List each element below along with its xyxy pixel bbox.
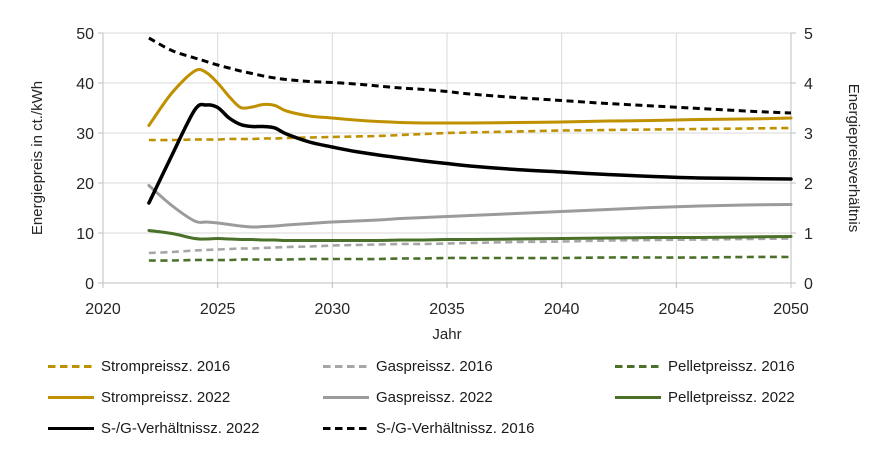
legend-label: Gaspreissz. 2016 [376,358,493,375]
chart-legend: Strompreissz. 2016 Gaspreissz. 2016 Pell… [0,351,872,444]
legend-label: Strompreissz. 2022 [101,389,231,406]
x-tick-label: 2025 [200,301,236,318]
legend-item-strompreissz-2016: Strompreissz. 2016 [48,358,323,375]
x-tick-label: 2020 [85,301,121,318]
y-right-tick-label: 4 [804,76,813,93]
line-pelletpreissz-2016 [148,255,792,262]
line-strompreissz-2022 [147,67,793,127]
legend-label: Gaspreissz. 2022 [376,389,493,406]
legend-item-pelletpreissz-2016: Pelletpreissz. 2016 [615,358,872,375]
y-right-tick-label: 3 [804,126,813,143]
dashed-line-swatch-black [323,427,369,430]
line-s-g-verh-ltnissz-2022 [147,102,793,205]
line-strompreissz-2016 [148,126,792,142]
dashed-line-swatch-green [615,365,661,368]
line-gaspreissz-2022 [147,184,793,229]
y-left-tick-label: 20 [76,176,94,193]
x-tick-label: 2035 [429,301,465,318]
line-s-g-verh-ltnissz-2016 [148,36,792,115]
legend-label: S-/G-Verhältnissz. 2022 [101,420,260,437]
y-right-tick-label: 2 [804,176,813,193]
y-right-tick-label: 5 [804,26,813,43]
legend-item-strompreissz-2022: Strompreissz. 2022 [48,389,323,406]
legend-label: Strompreissz. 2016 [101,358,231,375]
solid-line-swatch-gold [48,396,94,399]
line-gaspreissz-2016 [148,237,792,255]
x-tick-label: 2040 [544,301,580,318]
y-axis-left-title: Energiepreis in ct./kWh [29,81,46,235]
legend-item-gaspreissz-2016: Gaspreissz. 2016 [323,358,615,375]
legend-item-pelletpreissz-2022: Pelletpreissz. 2022 [615,389,872,406]
y-left-tick-label: 0 [85,276,94,293]
y-right-tick-label: 0 [804,276,813,293]
legend-label: Pelletpreissz. 2016 [668,358,795,375]
legend-item-sg-verhaeltnissz-2022: S-/G-Verhältnissz. 2022 [48,420,323,437]
legend-item-sg-verhaeltnissz-2016: S-/G-Verhältnissz. 2016 [323,420,615,437]
solid-line-swatch-gray [323,396,369,399]
x-tick-label: 2030 [315,301,351,318]
x-tick-label: 2045 [659,301,695,318]
dashed-line-swatch-gold [48,365,94,368]
y-axis-right-title: Energiepreisverhältnis [845,84,862,232]
solid-line-swatch-green [615,396,661,399]
solid-line-swatch-black [48,427,94,430]
y-left-tick-label: 40 [76,76,94,93]
y-right-tick-label: 1 [804,226,813,243]
legend-label: S-/G-Verhältnissz. 2016 [376,420,535,437]
y-left-tick-label: 50 [76,26,94,43]
x-axis-title: Jahr [432,326,461,343]
dashed-line-swatch-gray [323,365,369,368]
x-tick-label: 2050 [773,301,809,318]
legend-item-gaspreissz-2022: Gaspreissz. 2022 [323,389,615,406]
y-left-tick-label: 30 [76,126,94,143]
line-pelletpreissz-2022 [147,229,793,243]
legend-label: Pelletpreissz. 2022 [668,389,795,406]
y-left-tick-label: 10 [76,226,94,243]
